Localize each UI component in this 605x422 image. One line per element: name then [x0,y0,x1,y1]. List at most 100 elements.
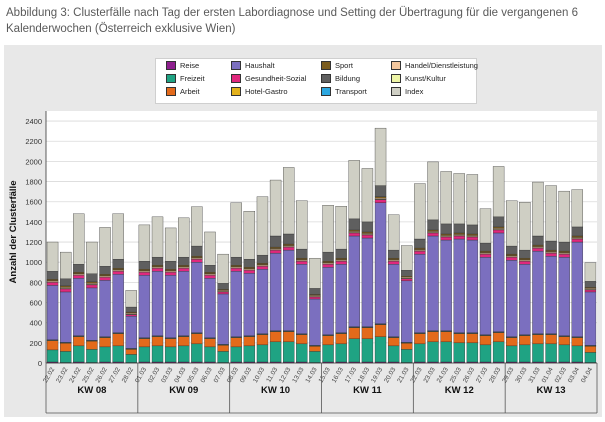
legend-item: Sport [321,61,353,70]
bar-segment-bildung [387,249,400,259]
bar-segment-bildung [269,235,282,248]
bar-segment-sport [466,233,479,236]
bar-segment-arbeit [309,346,321,352]
bar-segment-haushalt [191,262,203,333]
bar-segment-bildung [151,256,164,266]
bar-segment-sport [204,272,216,274]
bar-segment-arbeit [584,346,597,353]
bar-segment-bildung [440,223,452,235]
y-tick-label: 1600 [25,198,42,207]
bar-segment-sport [571,235,584,238]
bar-segment-freizeit [506,345,518,363]
bar-segment-bildung [492,216,505,228]
bar-segment-bildung [59,278,72,287]
x-tick-label: 15.03 [318,366,332,384]
bar-segment-sport [269,246,282,249]
bar-segment-gesundheit-sozial [204,275,216,279]
legend-label: Hotel-Gastro [245,87,288,96]
bar-segment-freizeit [361,338,374,363]
y-tick-label: 2000 [25,157,42,166]
bar-segment-haushalt [584,291,597,346]
legend-label: Haushalt [245,61,275,70]
bar-segment-haushalt [283,249,295,331]
bar-segment-sport [112,268,124,270]
bar-segment-freizeit [558,344,570,363]
x-tick-label: 10.03 [252,366,266,384]
legend-label: Gesundheit-Sozial [245,74,307,83]
bar-segment-gesundheit-sozial [59,288,72,293]
bar-segment-freizeit [427,341,439,363]
bar-segment-index [532,181,544,237]
bar-segment-haushalt [256,269,269,334]
bar-segment-bildung [125,306,137,313]
bar-segment-arbeit [453,333,465,344]
legend-swatch [231,74,241,83]
bar-segment-haushalt [322,267,334,335]
bar-segment-bildung [453,223,465,234]
x-tick-label: 12.03 [278,366,292,384]
bar-segment-index [440,171,452,225]
x-tick-label: 27.02 [108,366,122,384]
bar-segment-index [138,224,151,262]
bar-segment-index [73,213,85,265]
legend-swatch [321,87,331,96]
x-tick-label: 26.03 [462,366,476,384]
legend-label: Handel/Dienstleistung [405,61,478,70]
bar-segment-sport [322,261,334,263]
bar-segment-freizeit [164,346,177,363]
legend-item: Kunst/Kultur [391,74,446,83]
bar-segment-index [374,127,387,186]
bar-segment-index [558,190,570,243]
x-tick-label: 30.03 [514,366,528,384]
week-label: KW 08 [77,385,106,396]
bar-segment-index [243,211,256,260]
bar-segment-arbeit [387,337,400,347]
legend-label: Transport [335,87,367,96]
bar-segment-arbeit [243,336,256,347]
x-tick-label: 25.02 [81,366,95,384]
bar-segment-freizeit [309,351,321,363]
bar-segment-gesundheit-sozial [440,236,452,241]
bar-segment-gesundheit-sozial [453,235,465,240]
bar-segment-freizeit [492,341,505,363]
legend-item: Arbeit [166,87,200,96]
x-tick-label: 14.03 [304,366,318,384]
bar-segment-sport [256,263,269,265]
x-tick-label: 29.03 [501,366,515,384]
bar-segment-freizeit [59,351,72,363]
grid-lines [46,111,597,364]
legend-swatch [166,87,176,96]
bar-segment-haushalt [532,250,544,334]
bar-segment-haushalt [506,260,518,337]
bar-segment-arbeit [374,324,387,337]
bar-segment-arbeit [427,331,439,343]
bar-segment-gesundheit-sozial [125,314,137,317]
bar-segment-arbeit [112,333,124,347]
bar-segment-gesundheit-sozial [164,272,177,276]
bar-segment-gesundheit-sozial [138,272,151,276]
bar-segment-bildung [46,271,59,280]
bar-segment-index [348,160,360,220]
bar-segment-bildung [283,233,295,245]
bar-segment-arbeit [532,334,544,345]
bar-segment-index [545,185,557,242]
bar-segment-index [387,214,400,251]
bar-segment-index [99,227,111,267]
legend-label: Sport [335,61,353,70]
bar-segment-freizeit [322,344,334,363]
x-tick-label: 25.03 [449,366,463,384]
bar-segment-haushalt [99,280,111,337]
bar-segment-freizeit [584,352,597,363]
bar-segment-sport [479,250,492,253]
x-tick-label: 04.04 [580,366,594,384]
bar-segment-gesundheit-sozial [532,247,544,252]
bar-segment-gesundheit-sozial [283,246,295,251]
bar-segment-freizeit [269,341,282,363]
bar-segment-freizeit [125,354,137,363]
bar-segment-gesundheit-sozial [545,252,557,257]
bar-segment-arbeit [440,331,452,343]
legend-item: Transport [321,87,367,96]
legend-swatch [166,74,176,83]
x-tick-label: 22.03 [409,366,423,384]
x-tick-label: 19.03 [370,366,384,384]
